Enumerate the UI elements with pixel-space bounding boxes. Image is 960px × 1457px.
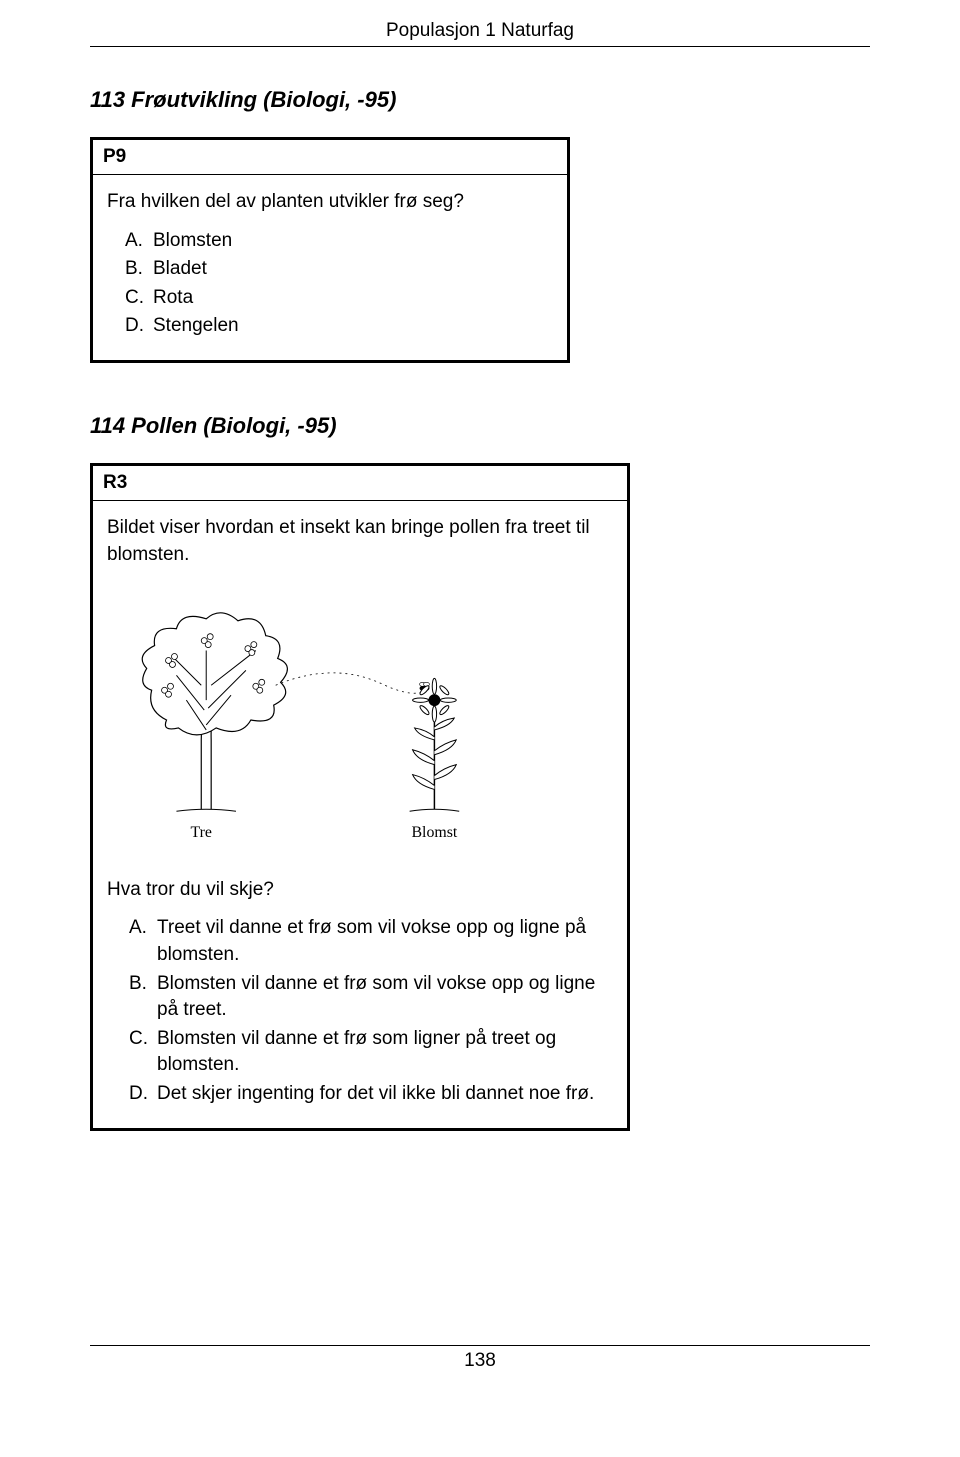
option-text: Blomsten vil danne et frø som vil vokse …	[157, 971, 613, 1024]
option-row: C. Blomsten vil danne et frø som ligner …	[129, 1026, 613, 1079]
question-box-p9: P9 Fra hvilken del av planten utvikler f…	[90, 137, 570, 363]
option-letter: D.	[129, 1081, 149, 1108]
option-row: A. Blomsten	[125, 228, 553, 255]
option-row: C. Rota	[125, 285, 553, 312]
section1-title: 113 Frøutvikling (Biologi, -95)	[90, 87, 870, 113]
option-text: Blomsten	[153, 228, 232, 255]
option-letter: A.	[129, 915, 149, 968]
options-list-p9: A. Blomsten B. Bladet C. Rota D. Stengel…	[107, 228, 553, 340]
question-label-p9: P9	[93, 140, 567, 175]
question-intro-r3: Bildet viser hvordan et insekt kan bring…	[107, 515, 613, 568]
option-row: A. Treet vil danne et frø som vil vokse …	[129, 915, 613, 968]
question-box-r3: R3 Bildet viser hvordan et insekt kan br…	[90, 463, 630, 1131]
tree-flower-illustration: Tre Blomst	[107, 590, 613, 850]
option-row: B. Bladet	[125, 256, 553, 283]
option-row: B. Blomsten vil danne et frø som vil vok…	[129, 971, 613, 1024]
page-number: 138	[464, 1350, 496, 1371]
option-text: Rota	[153, 285, 193, 312]
option-row: D. Stengelen	[125, 313, 553, 340]
option-letter: A.	[125, 228, 145, 255]
option-letter: C.	[125, 285, 145, 312]
tree-label: Tre	[191, 824, 212, 841]
section2-title: 114 Pollen (Biologi, -95)	[90, 413, 870, 439]
option-row: D. Det skjer ingenting for det vil ikke …	[129, 1081, 613, 1108]
page-header: Populasjon 1 Naturfag	[90, 20, 870, 47]
question-text-r3: Hva tror du vil skje?	[107, 877, 613, 904]
option-letter: D.	[125, 313, 145, 340]
option-letter: B.	[129, 971, 149, 1024]
page-footer: 138	[90, 1345, 870, 1372]
option-text: Blomsten vil danne et frø som ligner på …	[157, 1026, 613, 1079]
option-letter: C.	[129, 1026, 149, 1079]
option-text: Treet vil danne et frø som vil vokse opp…	[157, 915, 613, 968]
question-text-p9: Fra hvilken del av planten utvikler frø …	[107, 189, 553, 216]
option-text: Det skjer ingenting for det vil ikke bli…	[157, 1081, 594, 1108]
options-list-r3: A. Treet vil danne et frø som vil vokse …	[107, 915, 613, 1107]
option-text: Bladet	[153, 256, 207, 283]
flower-label: Blomst	[411, 824, 457, 841]
option-text: Stengelen	[153, 313, 239, 340]
option-letter: B.	[125, 256, 145, 283]
question-label-r3: R3	[93, 466, 627, 501]
